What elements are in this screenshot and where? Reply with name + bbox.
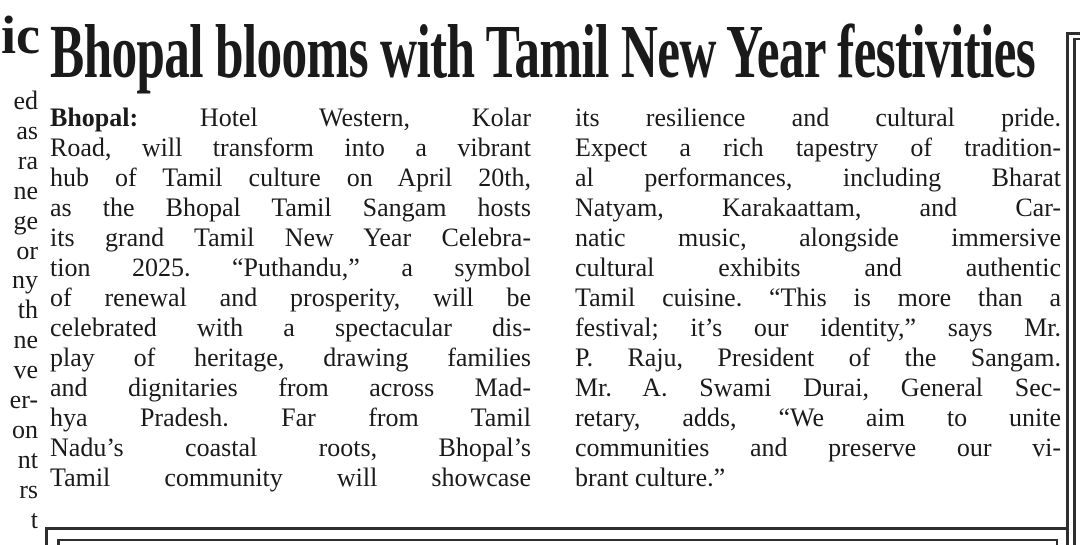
right-box-outer-left-rule — [1066, 32, 1069, 545]
article-line: its grand Tamil New Year Celebra- — [50, 223, 531, 252]
right-box-outer-top-rule — [1066, 32, 1080, 35]
bottom-box-outer-top-rule — [45, 527, 1068, 530]
article-line: and dignitaries from across Mad- — [50, 373, 531, 402]
article-line: play of heritage, drawing families — [50, 343, 531, 372]
article-line: festival; it’s our identity,” says Mr. — [575, 313, 1061, 342]
headline: Bhopal blooms with Tamil New Year festiv… — [50, 10, 1036, 94]
article-column-1: Bhopal: Hotel Western, Kolar Road, will t… — [50, 103, 531, 493]
bottom-box-outer-left-stub — [45, 527, 48, 545]
article-line: P. Raju, President of the Sangam. — [575, 343, 1061, 372]
article-line: Expect a rich tapestry of tradition- — [575, 133, 1061, 162]
bottom-box-inner-left-stub — [57, 538, 60, 545]
adjacent-line-fragment: as — [16, 115, 38, 145]
article-line: hub of Tamil culture on April 20th, — [50, 163, 531, 192]
adjacent-line-fragment: ne — [13, 175, 38, 205]
bottom-box-inner-top-rule — [57, 538, 1058, 541]
article-line: Natyam, Karakaattam, and Car- — [575, 193, 1061, 222]
dateline: Bhopal: — [50, 103, 139, 132]
article-line: Tamil community will showcase — [50, 463, 531, 492]
adjacent-column-fragments: ed as ra ne ge or ny th ne ve er-on nt rs t — [0, 86, 38, 535]
article-line: al performances, including Bharat — [575, 163, 1061, 192]
adjacent-line-fragment: ge — [13, 205, 38, 235]
adjacent-line-fragment: on — [12, 414, 38, 444]
adjacent-headline-fragment: ic — [1, 5, 40, 65]
adjacent-line-fragment: or — [16, 235, 38, 265]
article-line: Bhopal: Hotel Western, Kolar — [50, 103, 531, 132]
article-line: Road, will transform into a vibrant — [50, 133, 531, 162]
article-line: Mr. A. Swami Durai, General Sec- — [575, 373, 1061, 402]
article-column-2: its resilience and cultural pride. Expect… — [575, 103, 1061, 493]
article-line: celebrated with a spectacular dis- — [50, 313, 531, 342]
adjacent-line-fragment: ed — [13, 86, 38, 115]
right-box-inner-left-rule — [1073, 37, 1076, 545]
adjacent-line-fragment: nt — [17, 444, 38, 474]
right-box-inner-top-rule — [1073, 37, 1080, 40]
adjacent-line-fragment: rs — [19, 474, 38, 504]
adjacent-line-fragment: ne — [13, 325, 38, 355]
article-line: communities and preserve our vi- — [575, 433, 1061, 462]
article-line: Nadu’s coastal roots, Bhopal’s — [50, 433, 531, 462]
article-line: of renewal and prosperity, will be — [50, 283, 531, 312]
article-line: cultural exhibits and authentic — [575, 253, 1061, 282]
article-line: hya Pradesh. Far from Tamil — [50, 403, 531, 432]
bottom-box-inner-right-stub — [1055, 538, 1058, 545]
article-line: brant culture.” — [575, 463, 726, 492]
adjacent-line-fragment: ra — [17, 145, 38, 175]
adjacent-line-fragment: er- — [9, 385, 38, 415]
article-line: its resilience and cultural pride. — [575, 103, 1061, 132]
article-line: natic music, alongside immersive — [575, 223, 1061, 252]
article-line: as the Bhopal Tamil Sangam hosts — [50, 193, 531, 222]
adjacent-line-fragment: th — [17, 295, 38, 325]
article-line: Tamil cuisine. “This is more than a — [575, 283, 1061, 312]
adjacent-line-fragment: t — [30, 504, 38, 534]
article-line: retary, adds, “We aim to unite — [575, 403, 1061, 432]
article-line: tion 2025. “Puthandu,” a symbol — [50, 253, 531, 282]
adjacent-line-fragment: ve — [13, 355, 38, 385]
adjacent-line-fragment: ny — [12, 265, 38, 295]
headline-text: Bhopal blooms with Tamil New Year festiv… — [50, 10, 1036, 94]
